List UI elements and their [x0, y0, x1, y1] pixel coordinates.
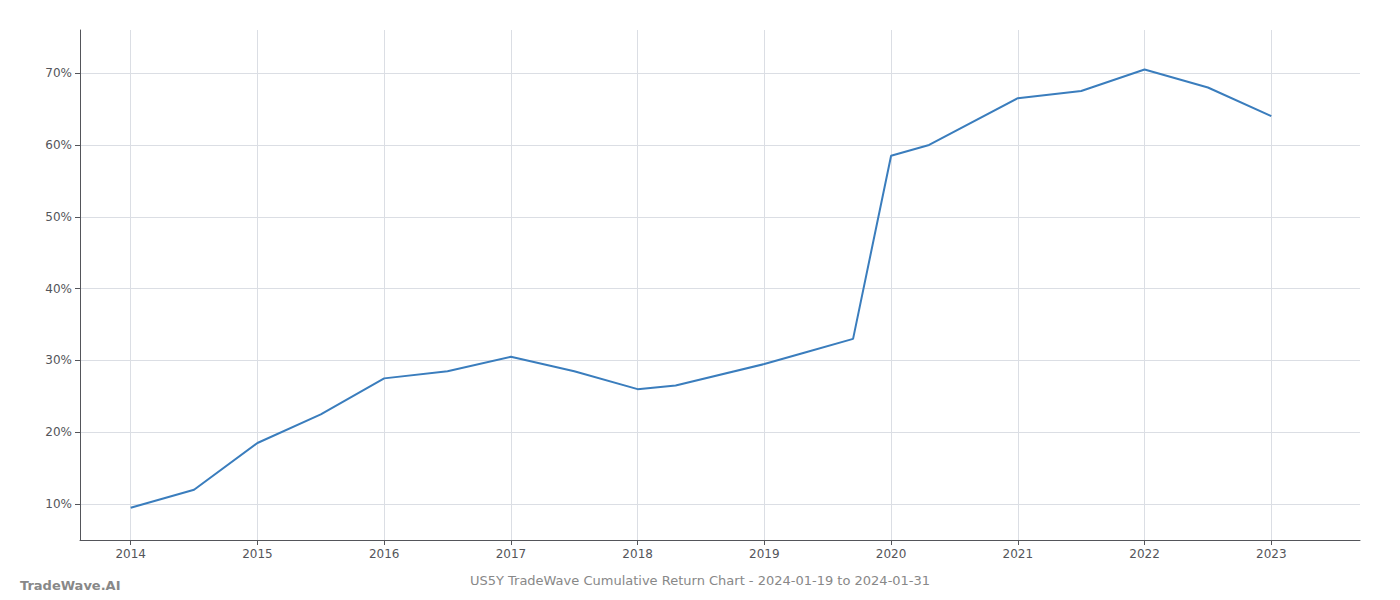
svg-text:20%: 20%	[45, 425, 72, 439]
svg-text:US5Y TradeWave Cumulative Retu: US5Y TradeWave Cumulative Return Chart -…	[470, 573, 930, 588]
svg-text:10%: 10%	[45, 497, 72, 511]
svg-text:2021: 2021	[1003, 547, 1034, 561]
svg-text:2019: 2019	[749, 547, 780, 561]
svg-text:2014: 2014	[115, 547, 146, 561]
svg-text:2020: 2020	[876, 547, 907, 561]
svg-text:TradeWave.AI: TradeWave.AI	[20, 578, 121, 593]
svg-text:60%: 60%	[45, 138, 72, 152]
svg-text:2015: 2015	[242, 547, 273, 561]
svg-text:50%: 50%	[45, 210, 72, 224]
svg-text:2016: 2016	[369, 547, 400, 561]
svg-text:2022: 2022	[1129, 547, 1160, 561]
svg-text:30%: 30%	[45, 353, 72, 367]
svg-text:2018: 2018	[622, 547, 653, 561]
svg-text:2017: 2017	[496, 547, 527, 561]
svg-text:70%: 70%	[45, 66, 72, 80]
svg-text:40%: 40%	[45, 282, 72, 296]
svg-text:2023: 2023	[1256, 547, 1287, 561]
